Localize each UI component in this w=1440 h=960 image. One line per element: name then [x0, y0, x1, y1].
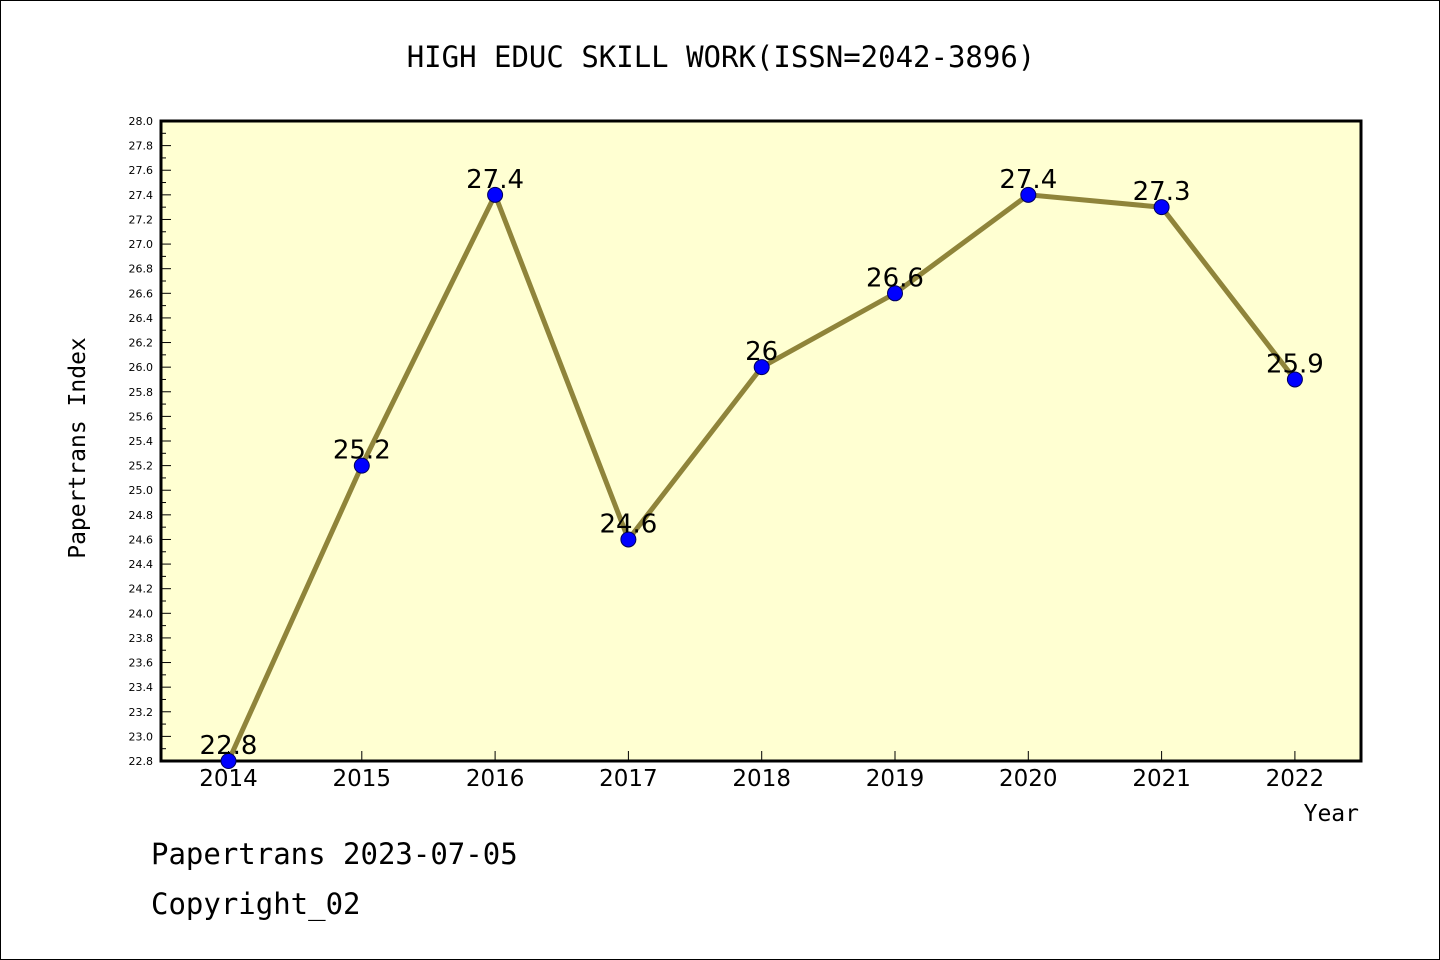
data-point: [1286, 371, 1303, 388]
y-tick-label: 26.6: [129, 287, 154, 300]
data-label: 25.9: [1266, 349, 1324, 379]
y-tick-label: 26.2: [129, 337, 154, 350]
y-tick-label: 25.4: [129, 435, 154, 448]
x-tick-label: 2022: [1266, 766, 1325, 792]
data-point: [487, 186, 504, 203]
y-tick-label: 23.8: [129, 632, 154, 645]
y-tick-label: 26.0: [129, 361, 154, 374]
series-line: [220, 186, 1303, 769]
y-tick-label: 23.0: [129, 730, 154, 743]
y-tick-label: 27.4: [129, 189, 154, 202]
y-tick-label: 23.2: [129, 706, 154, 719]
y-tick-label: 24.4: [129, 558, 154, 571]
y-axis-ticks: 22.8 23.0 23.2 23.4 23.6 23.8 24.0 24.2 24.4 24.6…: [129, 115, 171, 768]
data-label: 27.3: [1133, 177, 1191, 207]
y-tick-label: 27.6: [129, 164, 154, 177]
y-tick-label: 25.6: [129, 410, 154, 423]
y-tick-label: 27.0: [129, 238, 154, 251]
y-tick-label: 24.2: [129, 583, 154, 596]
data-point: [1020, 186, 1037, 203]
y-tick-label: 23.6: [129, 657, 154, 670]
x-tick-label: 2017: [599, 766, 658, 792]
y-tick-label: 24.0: [129, 607, 154, 620]
data-label: 24.6: [599, 509, 657, 539]
data-point: [887, 285, 903, 302]
y-tick-label: 27.2: [129, 213, 154, 226]
x-tick-label: 2015: [333, 766, 392, 792]
x-tick-label: 2021: [1132, 766, 1191, 792]
footer-date-line: Papertrans 2023-07-05: [151, 837, 518, 871]
y-tick-label: 25.8: [129, 386, 154, 399]
y-tick-label: 26.4: [129, 312, 154, 325]
y-tick-label: 25.0: [129, 484, 154, 497]
data-point: [220, 753, 237, 769]
y-tick-label: 26.8: [129, 263, 154, 276]
chart-title: HIGH EDUC SKILL WORK(ISSN=2042-3896): [407, 40, 1036, 74]
x-tick-label: 2016: [466, 766, 525, 792]
data-label: 27.4: [466, 165, 524, 195]
x-tick-label: 2019: [866, 766, 925, 792]
y-tick-label: 24.6: [129, 533, 154, 546]
x-tick-label: 2018: [732, 766, 791, 792]
data-labels: 22.8 25.2 27.4 24.6 26 26.6 27.4 27.3 25.9: [200, 165, 1324, 761]
data-label: 25.2: [333, 436, 391, 466]
data-point: [753, 359, 770, 376]
data-label: 26: [745, 337, 778, 367]
data-label: 26.6: [866, 263, 924, 293]
x-tick-label: 2020: [999, 766, 1058, 792]
data-label: 22.8: [200, 731, 258, 761]
y-axis-label: Papertrans Index: [65, 337, 91, 559]
x-axis-label: Year: [1304, 801, 1359, 827]
y-tick-label: 24.8: [129, 509, 154, 522]
y-tick-label: 22.8: [129, 755, 154, 768]
x-axis-ticks: 2014 2015 2016 2017 2018 2019 2020 2021 2022: [199, 751, 1324, 792]
plot-area: [159, 119, 1363, 763]
y-tick-label: 27.8: [129, 140, 154, 153]
data-point: [353, 457, 370, 474]
data-point: [620, 531, 637, 548]
footer-copyright-line: Copyright_02: [151, 887, 361, 922]
y-tick-label: 25.2: [129, 460, 154, 473]
data-label: 27.4: [999, 165, 1057, 195]
y-tick-label: 23.4: [129, 681, 154, 694]
y-tick-label: 28.0: [129, 115, 154, 128]
x-tick-label: 2014: [199, 766, 258, 792]
data-point: [1153, 199, 1170, 216]
